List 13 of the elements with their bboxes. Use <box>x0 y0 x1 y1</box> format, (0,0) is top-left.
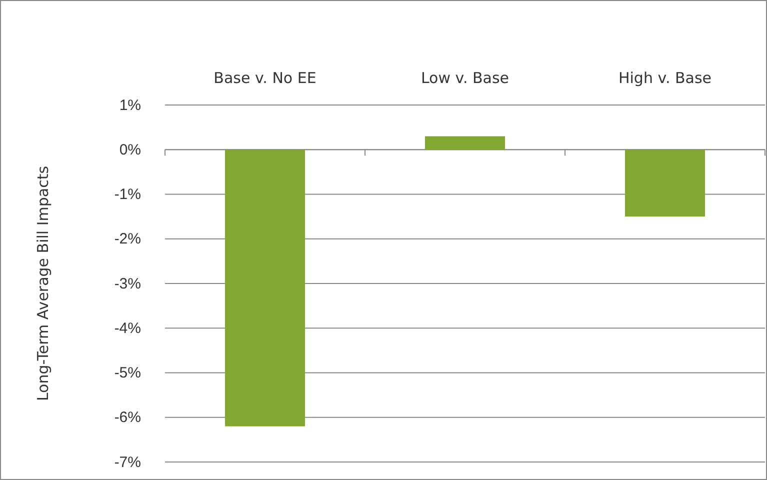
x-tick-label: Base v. No EE <box>214 69 316 87</box>
y-tick-label: -6% <box>114 409 141 426</box>
y-tick-label: -5% <box>114 364 141 382</box>
y-tick-label: -2% <box>114 230 141 248</box>
y-tick-label: -1% <box>114 186 141 204</box>
y-axis-title: Long-Term Average Bill Impacts <box>34 166 52 402</box>
y-tick-label: -7% <box>114 454 141 471</box>
y-tick-label: 0% <box>119 141 141 158</box>
x-tick-label: Low v. Base <box>420 69 510 87</box>
y-tick-label: -3% <box>114 275 141 292</box>
y-tick-label: -4% <box>114 320 141 337</box>
x-tick-label: High v. Base <box>618 69 712 87</box>
y-tick-label: 1% <box>119 96 141 114</box>
